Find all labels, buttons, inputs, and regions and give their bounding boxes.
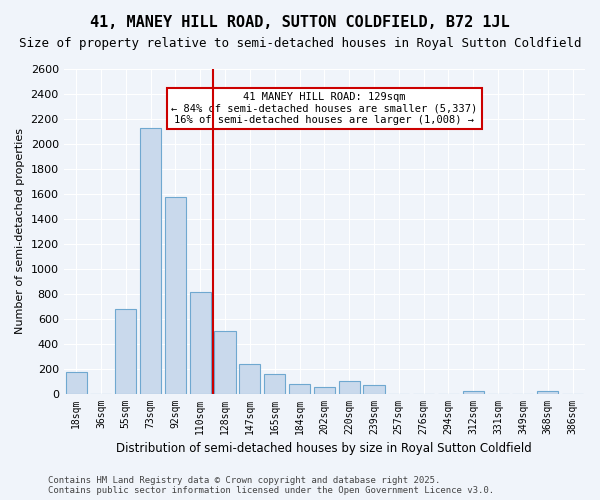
Text: Size of property relative to semi-detached houses in Royal Sutton Coldfield: Size of property relative to semi-detach… xyxy=(19,38,581,51)
Bar xyxy=(115,308,136,394)
Bar xyxy=(364,385,385,394)
Y-axis label: Number of semi-detached properties: Number of semi-detached properties xyxy=(15,128,25,334)
Text: 41, MANEY HILL ROAD, SUTTON COLDFIELD, B72 1JL: 41, MANEY HILL ROAD, SUTTON COLDFIELD, B… xyxy=(90,15,510,30)
Bar xyxy=(214,331,236,394)
Bar xyxy=(314,388,335,394)
Bar xyxy=(338,381,360,394)
Bar xyxy=(140,128,161,394)
Text: Contains HM Land Registry data © Crown copyright and database right 2025.
Contai: Contains HM Land Registry data © Crown c… xyxy=(48,476,494,495)
Text: 41 MANEY HILL ROAD: 129sqm
← 84% of semi-detached houses are smaller (5,337)
16%: 41 MANEY HILL ROAD: 129sqm ← 84% of semi… xyxy=(171,92,478,125)
Bar xyxy=(190,292,211,394)
Bar xyxy=(239,364,260,394)
Bar xyxy=(289,384,310,394)
Bar xyxy=(463,391,484,394)
Bar xyxy=(165,197,186,394)
Bar xyxy=(537,391,559,394)
X-axis label: Distribution of semi-detached houses by size in Royal Sutton Coldfield: Distribution of semi-detached houses by … xyxy=(116,442,532,455)
Bar xyxy=(264,374,285,394)
Bar xyxy=(65,372,86,394)
